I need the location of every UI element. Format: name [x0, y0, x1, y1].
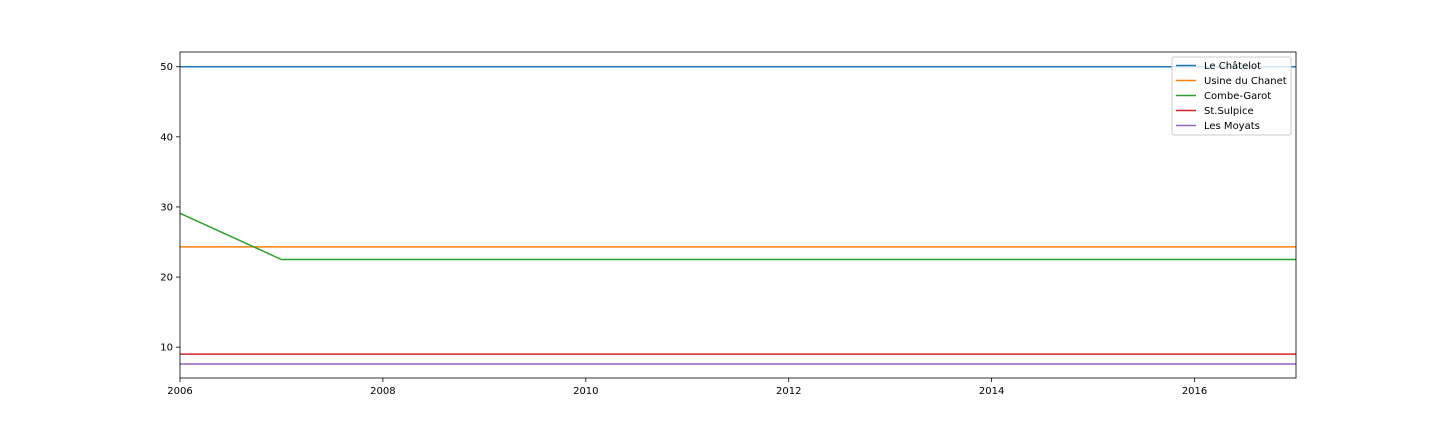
- series-line-3: [180, 212, 1296, 261]
- y-tick-label: 30: [160, 202, 173, 213]
- y-tick-label: 10: [160, 343, 173, 354]
- x-tick-label: 2012: [776, 386, 801, 397]
- legend: Le Châtelot Usine du Chanet Combe-Garot St.…: [1171, 56, 1292, 136]
- y-tick-label: 50: [160, 62, 173, 73]
- legend-label: St.Sulpice: [1204, 106, 1254, 117]
- x-tick-label: 2008: [370, 386, 395, 397]
- legend-label: Les Moyats: [1204, 121, 1260, 132]
- x-tick-label: 2010: [573, 386, 598, 397]
- y-tick-label: 20: [160, 273, 173, 284]
- y-tick-label: 40: [160, 132, 173, 143]
- legend-label: Usine du Chanet: [1204, 76, 1287, 87]
- plot-frame: [179, 51, 1297, 379]
- legend-label: Combe-Garot: [1204, 91, 1271, 102]
- x-tick-label: 2014: [979, 386, 1004, 397]
- axes-layer: 2006 2008 2010 2012 2014 2016 10 20 30 40 50: [160, 51, 1297, 397]
- x-tick-label: 2016: [1182, 386, 1207, 397]
- x-tick-label: 2006: [167, 386, 192, 397]
- series-layer: [180, 65, 1296, 365]
- legend-box: [1171, 56, 1292, 136]
- legend-label: Le Châtelot: [1204, 60, 1261, 72]
